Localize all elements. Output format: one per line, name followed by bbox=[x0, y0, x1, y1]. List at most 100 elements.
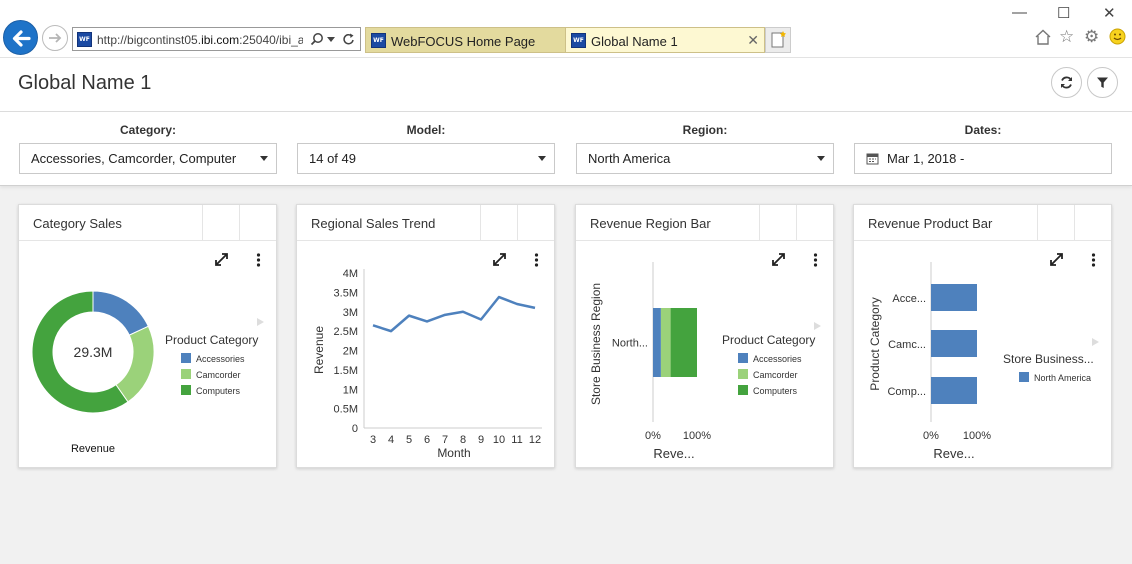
card-title: Revenue Region Bar bbox=[590, 216, 711, 231]
expand-icon bbox=[772, 253, 785, 266]
page-title: Global Name 1 bbox=[18, 72, 152, 94]
filter-icon bbox=[1097, 77, 1108, 88]
more-options-button[interactable] bbox=[517, 205, 554, 267]
legend-label: Camcorder bbox=[753, 370, 798, 380]
webfocus-icon: WF bbox=[571, 33, 586, 48]
x-axis-label: Reve... bbox=[933, 446, 974, 461]
category-label: Acce... bbox=[892, 293, 926, 305]
x-axis-label: Month bbox=[437, 446, 470, 460]
region-select[interactable]: North America bbox=[576, 143, 834, 174]
card-title: Revenue Product Bar bbox=[868, 216, 993, 231]
legend-scroll-icon bbox=[257, 318, 264, 326]
date-picker[interactable]: Mar 1, 2018 - bbox=[854, 143, 1112, 174]
card-revenue-region-bar: Revenue Region Bar North... 0% 100% Reve...… bbox=[575, 204, 834, 468]
gear-icon[interactable]: ⚙ bbox=[1084, 27, 1100, 46]
x-tick-label: 0% bbox=[645, 430, 661, 442]
donut-slice bbox=[115, 325, 155, 403]
home-icon[interactable] bbox=[1034, 28, 1052, 46]
expand-icon bbox=[493, 253, 506, 266]
card-title: Category Sales bbox=[33, 216, 122, 231]
minimize-icon[interactable]: — bbox=[1012, 4, 1027, 21]
x-tick-label: 8 bbox=[460, 434, 466, 446]
category-select[interactable]: Accessories, Camcorder, Computer bbox=[19, 143, 277, 174]
y-tick-label: 4M bbox=[343, 268, 358, 280]
tab-label: Global Name 1 bbox=[591, 34, 678, 49]
x-tick-label: 4 bbox=[388, 434, 394, 446]
tab-label: WebFOCUS Home Page bbox=[391, 34, 536, 49]
filter-label: Region: bbox=[682, 123, 728, 137]
legend-label: North America bbox=[1034, 373, 1091, 383]
address-bar[interactable]: WF http://bigcontinst05.ibi.com:25040/ib… bbox=[72, 27, 361, 51]
refresh-button[interactable] bbox=[1051, 67, 1082, 98]
new-tab-icon[interactable] bbox=[765, 27, 791, 53]
card-category-sales: Category Sales 29.3M Revenue Product Categ… bbox=[18, 204, 277, 468]
tab-webfocus-home[interactable]: WF WebFOCUS Home Page bbox=[365, 27, 566, 53]
y-axis-label: Product Category bbox=[868, 297, 882, 390]
legend-label: Computers bbox=[196, 386, 241, 396]
legend-swatch bbox=[1019, 372, 1029, 382]
filter-label: Category: bbox=[119, 123, 176, 137]
legend-label: Computers bbox=[753, 386, 798, 396]
filter-value: North America bbox=[588, 151, 671, 166]
filter-label: Dates: bbox=[964, 123, 1002, 137]
more-options-button[interactable] bbox=[796, 205, 833, 267]
forward-arrow-icon[interactable] bbox=[42, 25, 68, 51]
card-header: Regional Sales Trend bbox=[297, 205, 554, 267]
more-options-button[interactable] bbox=[1074, 205, 1111, 267]
x-axis-label: Revenue bbox=[71, 443, 115, 455]
expand-button[interactable] bbox=[202, 205, 239, 266]
y-axis-label: Store Business Region bbox=[589, 283, 603, 405]
x-tick-label: 6 bbox=[424, 434, 430, 446]
card-revenue-product-bar: Revenue Product Bar Acce... Camc... Comp..… bbox=[853, 204, 1112, 468]
card-header: Revenue Region Bar bbox=[576, 205, 833, 267]
card-header: Revenue Product Bar bbox=[854, 205, 1111, 267]
more-vertical-icon bbox=[1091, 253, 1096, 267]
legend-swatch bbox=[738, 385, 748, 395]
card-header: Category Sales bbox=[19, 205, 276, 267]
category-label: Camc... bbox=[888, 339, 926, 351]
close-icon[interactable]: ✕ bbox=[747, 32, 759, 48]
legend-title: Product Category bbox=[165, 333, 258, 347]
bar-segment bbox=[670, 308, 697, 377]
y-tick-label: 2.5M bbox=[334, 326, 358, 338]
bar bbox=[931, 284, 977, 311]
expand-button[interactable] bbox=[759, 205, 796, 266]
series-line bbox=[372, 295, 536, 333]
bar bbox=[931, 330, 977, 357]
expand-button[interactable] bbox=[1037, 205, 1074, 266]
donut-center-label: 29.3M bbox=[74, 344, 113, 360]
maximize-icon[interactable]: ☐ bbox=[1057, 5, 1071, 22]
star-icon[interactable]: ☆ bbox=[1059, 27, 1075, 46]
legend-scroll-icon bbox=[1092, 338, 1099, 346]
card-title: Regional Sales Trend bbox=[311, 216, 436, 231]
category-label: Comp... bbox=[887, 386, 926, 398]
x-tick-label: 100% bbox=[683, 430, 711, 442]
search-icon[interactable] bbox=[310, 32, 324, 47]
webfocus-icon: WF bbox=[371, 33, 386, 48]
back-arrow-icon[interactable] bbox=[3, 20, 38, 55]
close-window-icon[interactable]: ✕ bbox=[1103, 5, 1116, 22]
tab-global-name[interactable]: WF Global Name 1 ✕ bbox=[565, 27, 765, 53]
expand-button[interactable] bbox=[480, 205, 517, 266]
x-tick-label: 9 bbox=[478, 434, 484, 446]
filter-value: Mar 1, 2018 - bbox=[887, 151, 965, 166]
dropdown-arrow-icon[interactable] bbox=[327, 37, 335, 43]
filter-value: 14 of 49 bbox=[309, 151, 356, 166]
bar bbox=[931, 377, 977, 404]
more-options-button[interactable] bbox=[239, 205, 276, 267]
x-tick-label: 5 bbox=[406, 434, 412, 446]
smiley-icon[interactable] bbox=[1109, 28, 1126, 45]
donut-slice bbox=[31, 290, 129, 414]
x-tick-label: 10 bbox=[493, 434, 505, 446]
filter-button[interactable] bbox=[1087, 67, 1118, 98]
refresh-icon[interactable] bbox=[342, 32, 356, 47]
y-tick-label: 1M bbox=[343, 384, 358, 396]
x-tick-label: 12 bbox=[529, 434, 541, 446]
refresh-icon bbox=[1061, 76, 1072, 89]
category-label: North... bbox=[612, 338, 648, 350]
y-tick-label: 1.5M bbox=[334, 365, 358, 377]
legend-title: Store Business... bbox=[1003, 352, 1094, 366]
donut-chart: 29.3M Revenue Product Category Accessories C… bbox=[31, 290, 264, 455]
model-select[interactable]: 14 of 49 bbox=[297, 143, 555, 174]
expand-icon bbox=[215, 253, 228, 266]
